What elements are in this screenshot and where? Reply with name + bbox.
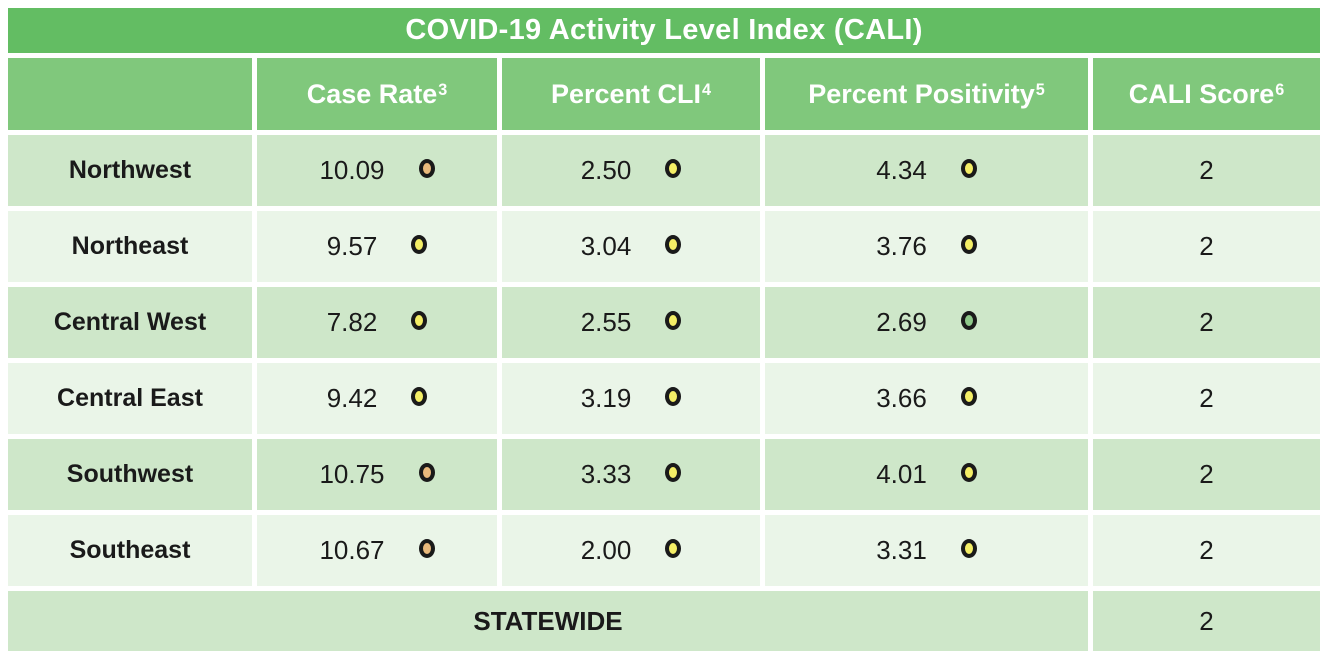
- percent-cli-cell: 2.55: [502, 287, 760, 358]
- cali-score-value: 2: [1199, 231, 1214, 261]
- cali-score-value: 2: [1199, 535, 1214, 565]
- case-rate-cell: 9.42: [257, 363, 497, 434]
- percent-cli-value: 3.19: [580, 383, 632, 413]
- percent-cli-value: 3.33: [580, 459, 632, 489]
- region-label-cell: Northwest: [8, 135, 252, 206]
- header-footnote: 4: [702, 80, 712, 99]
- status-circle-icon: [960, 311, 977, 330]
- cali-score-cell: 2: [1093, 363, 1320, 434]
- status-circle-icon: [418, 159, 435, 178]
- percent-cli-value: 2.55: [580, 307, 632, 337]
- statewide-cali-score-cell: 2: [1093, 591, 1320, 651]
- statewide-label: STATEWIDE: [473, 605, 623, 636]
- case-rate-cell: 10.75: [257, 439, 497, 510]
- percent-positivity-cell: 4.34: [765, 135, 1088, 206]
- status-circle-icon: [418, 539, 435, 558]
- cali-score-value: 2: [1199, 459, 1214, 489]
- percent-cli-value: 2.50: [580, 155, 632, 185]
- header-footnote: 5: [1035, 80, 1045, 99]
- status-circle-icon: [960, 463, 977, 482]
- status-circle-icon: [665, 235, 682, 254]
- percent-positivity-value: 4.34: [876, 155, 927, 185]
- case-rate-value: 10.67: [319, 535, 385, 565]
- region-label-cell: Central East: [8, 363, 252, 434]
- region-label: Central West: [53, 308, 207, 336]
- case-rate-cell: 7.82: [257, 287, 497, 358]
- percent-positivity-cell: 3.76: [765, 211, 1088, 282]
- status-circle-icon: [665, 539, 682, 558]
- case-rate-value: 7.82: [326, 307, 378, 337]
- status-circle-icon: [665, 311, 682, 330]
- percent-cli-cell: 3.04: [502, 211, 760, 282]
- header-cell-percent-positivity: Percent Positivity 5: [765, 58, 1088, 130]
- cali-score-value: 2: [1199, 307, 1214, 337]
- status-circle-icon: [418, 463, 435, 482]
- case-rate-value: 10.09: [319, 155, 385, 185]
- region-label-cell: Central West: [8, 287, 252, 358]
- cali-score-cell: 2: [1093, 287, 1320, 358]
- case-rate-value: 9.42: [326, 383, 378, 413]
- status-circle-icon: [960, 159, 977, 178]
- cali-score-cell: 2: [1093, 439, 1320, 510]
- case-rate-cell: 10.09: [257, 135, 497, 206]
- status-circle-icon: [665, 159, 682, 178]
- status-circle-icon: [960, 235, 977, 254]
- status-circle-icon: [411, 235, 428, 254]
- cali-score-value: 2: [1199, 383, 1214, 413]
- percent-positivity-cell: 2.69: [765, 287, 1088, 358]
- region-label-cell: Southeast: [8, 515, 252, 586]
- region-label: Central East: [57, 384, 203, 412]
- header-label: Percent Positivity: [808, 78, 1035, 109]
- percent-positivity-value: 3.76: [876, 231, 927, 261]
- region-label: Southeast: [69, 536, 191, 564]
- header-footnote: 6: [1275, 80, 1285, 99]
- percent-positivity-value: 2.69: [876, 307, 927, 337]
- case-rate-value: 9.57: [326, 231, 378, 261]
- header-label: Case Rate: [306, 78, 438, 109]
- percent-positivity-cell: 3.66: [765, 363, 1088, 434]
- header-label: CALI Score: [1128, 78, 1275, 109]
- percent-positivity-value: 3.66: [876, 383, 927, 413]
- percent-cli-cell: 2.50: [502, 135, 760, 206]
- region-label-cell: Southwest: [8, 439, 252, 510]
- percent-cli-value: 2.00: [580, 535, 632, 565]
- case-rate-value: 10.75: [319, 459, 385, 489]
- status-circle-icon: [411, 387, 428, 406]
- region-label: Northwest: [68, 156, 192, 184]
- header-footnote: 3: [438, 80, 448, 99]
- header-cell-cali-score: CALI Score 6: [1093, 58, 1320, 130]
- header-cell-case-rate: Case Rate 3: [257, 58, 497, 130]
- cali-score-cell: 2: [1093, 135, 1320, 206]
- status-circle-icon: [665, 463, 682, 482]
- region-label: Southwest: [66, 460, 194, 488]
- table-title: COVID-19 Activity Level Index (CALI): [8, 8, 1320, 53]
- region-label: Northeast: [71, 232, 189, 260]
- region-label-cell: Northeast: [8, 211, 252, 282]
- percent-positivity-value: 3.31: [876, 535, 927, 565]
- percent-positivity-cell: 4.01: [765, 439, 1088, 510]
- cali-score-value: 2: [1199, 155, 1214, 185]
- cali-score-value: 2: [1199, 605, 1214, 636]
- percent-cli-cell: 3.19: [502, 363, 760, 434]
- case-rate-cell: 10.67: [257, 515, 497, 586]
- percent-cli-cell: 2.00: [502, 515, 760, 586]
- percent-cli-value: 3.04: [580, 231, 632, 261]
- cali-score-cell: 2: [1093, 515, 1320, 586]
- status-circle-icon: [960, 387, 977, 406]
- status-circle-icon: [665, 387, 682, 406]
- header-cell-blank: [8, 58, 252, 130]
- status-circle-icon: [411, 311, 428, 330]
- percent-positivity-cell: 3.31: [765, 515, 1088, 586]
- header-cell-percent-cli: Percent CLI 4: [502, 58, 760, 130]
- case-rate-cell: 9.57: [257, 211, 497, 282]
- percent-positivity-value: 4.01: [876, 459, 927, 489]
- header-label: Percent CLI: [550, 78, 702, 109]
- statewide-label-cell: STATEWIDE: [8, 591, 1088, 651]
- cali-score-cell: 2: [1093, 211, 1320, 282]
- percent-cli-cell: 3.33: [502, 439, 760, 510]
- status-circle-icon: [960, 539, 977, 558]
